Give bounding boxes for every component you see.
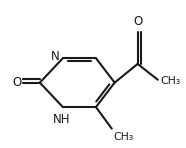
Text: N: N (51, 50, 59, 63)
Text: CH₃: CH₃ (161, 76, 181, 86)
Text: NH: NH (53, 113, 70, 126)
Text: O: O (133, 15, 142, 28)
Text: CH₃: CH₃ (113, 132, 133, 141)
Text: O: O (12, 76, 21, 89)
